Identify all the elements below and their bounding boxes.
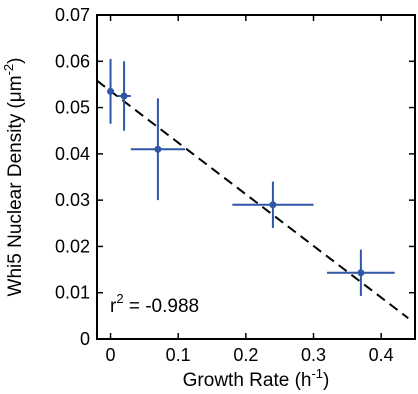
- x-tick-label: 0.4: [369, 345, 394, 365]
- data-point: [120, 92, 128, 100]
- y-axis-label-sup: -2: [1, 64, 16, 76]
- data-point: [357, 269, 365, 277]
- x-tick-label: 0: [106, 345, 116, 365]
- plot-frame: [96, 14, 416, 340]
- x-axis-label-sup: -1: [311, 366, 323, 381]
- y-axis-label: Whi5 Nuclear Density (μm-2): [1, 58, 26, 297]
- x-axis-label-tail: ): [323, 370, 329, 391]
- r-squared-annotation: r2 = -0.988: [110, 291, 199, 317]
- y-tick-label: 0.04: [55, 144, 90, 164]
- data-point: [269, 201, 277, 209]
- data-point: [154, 145, 162, 153]
- y-tick-label: 0.03: [55, 190, 90, 210]
- y-tick-label: 0.05: [55, 98, 90, 118]
- y-tick-label: 0.06: [55, 51, 90, 71]
- ticks-layer: 0 0.1 0.2 0.3 0.4 0 0.01 0.02 0.03 0.04 0.05 0.06 0.…: [55, 5, 415, 365]
- data-point-group: [232, 181, 314, 228]
- fit-line: [96, 79, 409, 319]
- fit-layer: [96, 79, 409, 319]
- data-point: [107, 87, 115, 95]
- y-tick-label: 0.07: [55, 5, 90, 25]
- y-axis-label-tail: ): [5, 58, 26, 64]
- points-layer: [107, 58, 395, 296]
- y-tick-label: 0.01: [55, 283, 90, 303]
- data-point-group: [130, 98, 185, 201]
- y-axis-label-main: Whi5 Nuclear Density (μm: [5, 75, 26, 296]
- r-squared-r: r: [110, 296, 117, 317]
- y-tick-label: 0.02: [55, 236, 90, 256]
- r-squared-value: = -0.988: [124, 296, 200, 317]
- data-point-group: [327, 249, 395, 296]
- x-axis-label-main: Growth Rate (h: [183, 370, 312, 391]
- r-squared-exponent: 2: [116, 291, 123, 306]
- data-point-group: [107, 58, 115, 124]
- x-tick-label: 0.3: [301, 345, 326, 365]
- y-tick-label: 0: [80, 329, 90, 349]
- x-tick-label: 0.1: [166, 345, 191, 365]
- data-point-group: [117, 61, 131, 131]
- x-tick-label: 0.2: [233, 345, 258, 365]
- x-axis-label: Growth Rate (h-1): [183, 366, 330, 391]
